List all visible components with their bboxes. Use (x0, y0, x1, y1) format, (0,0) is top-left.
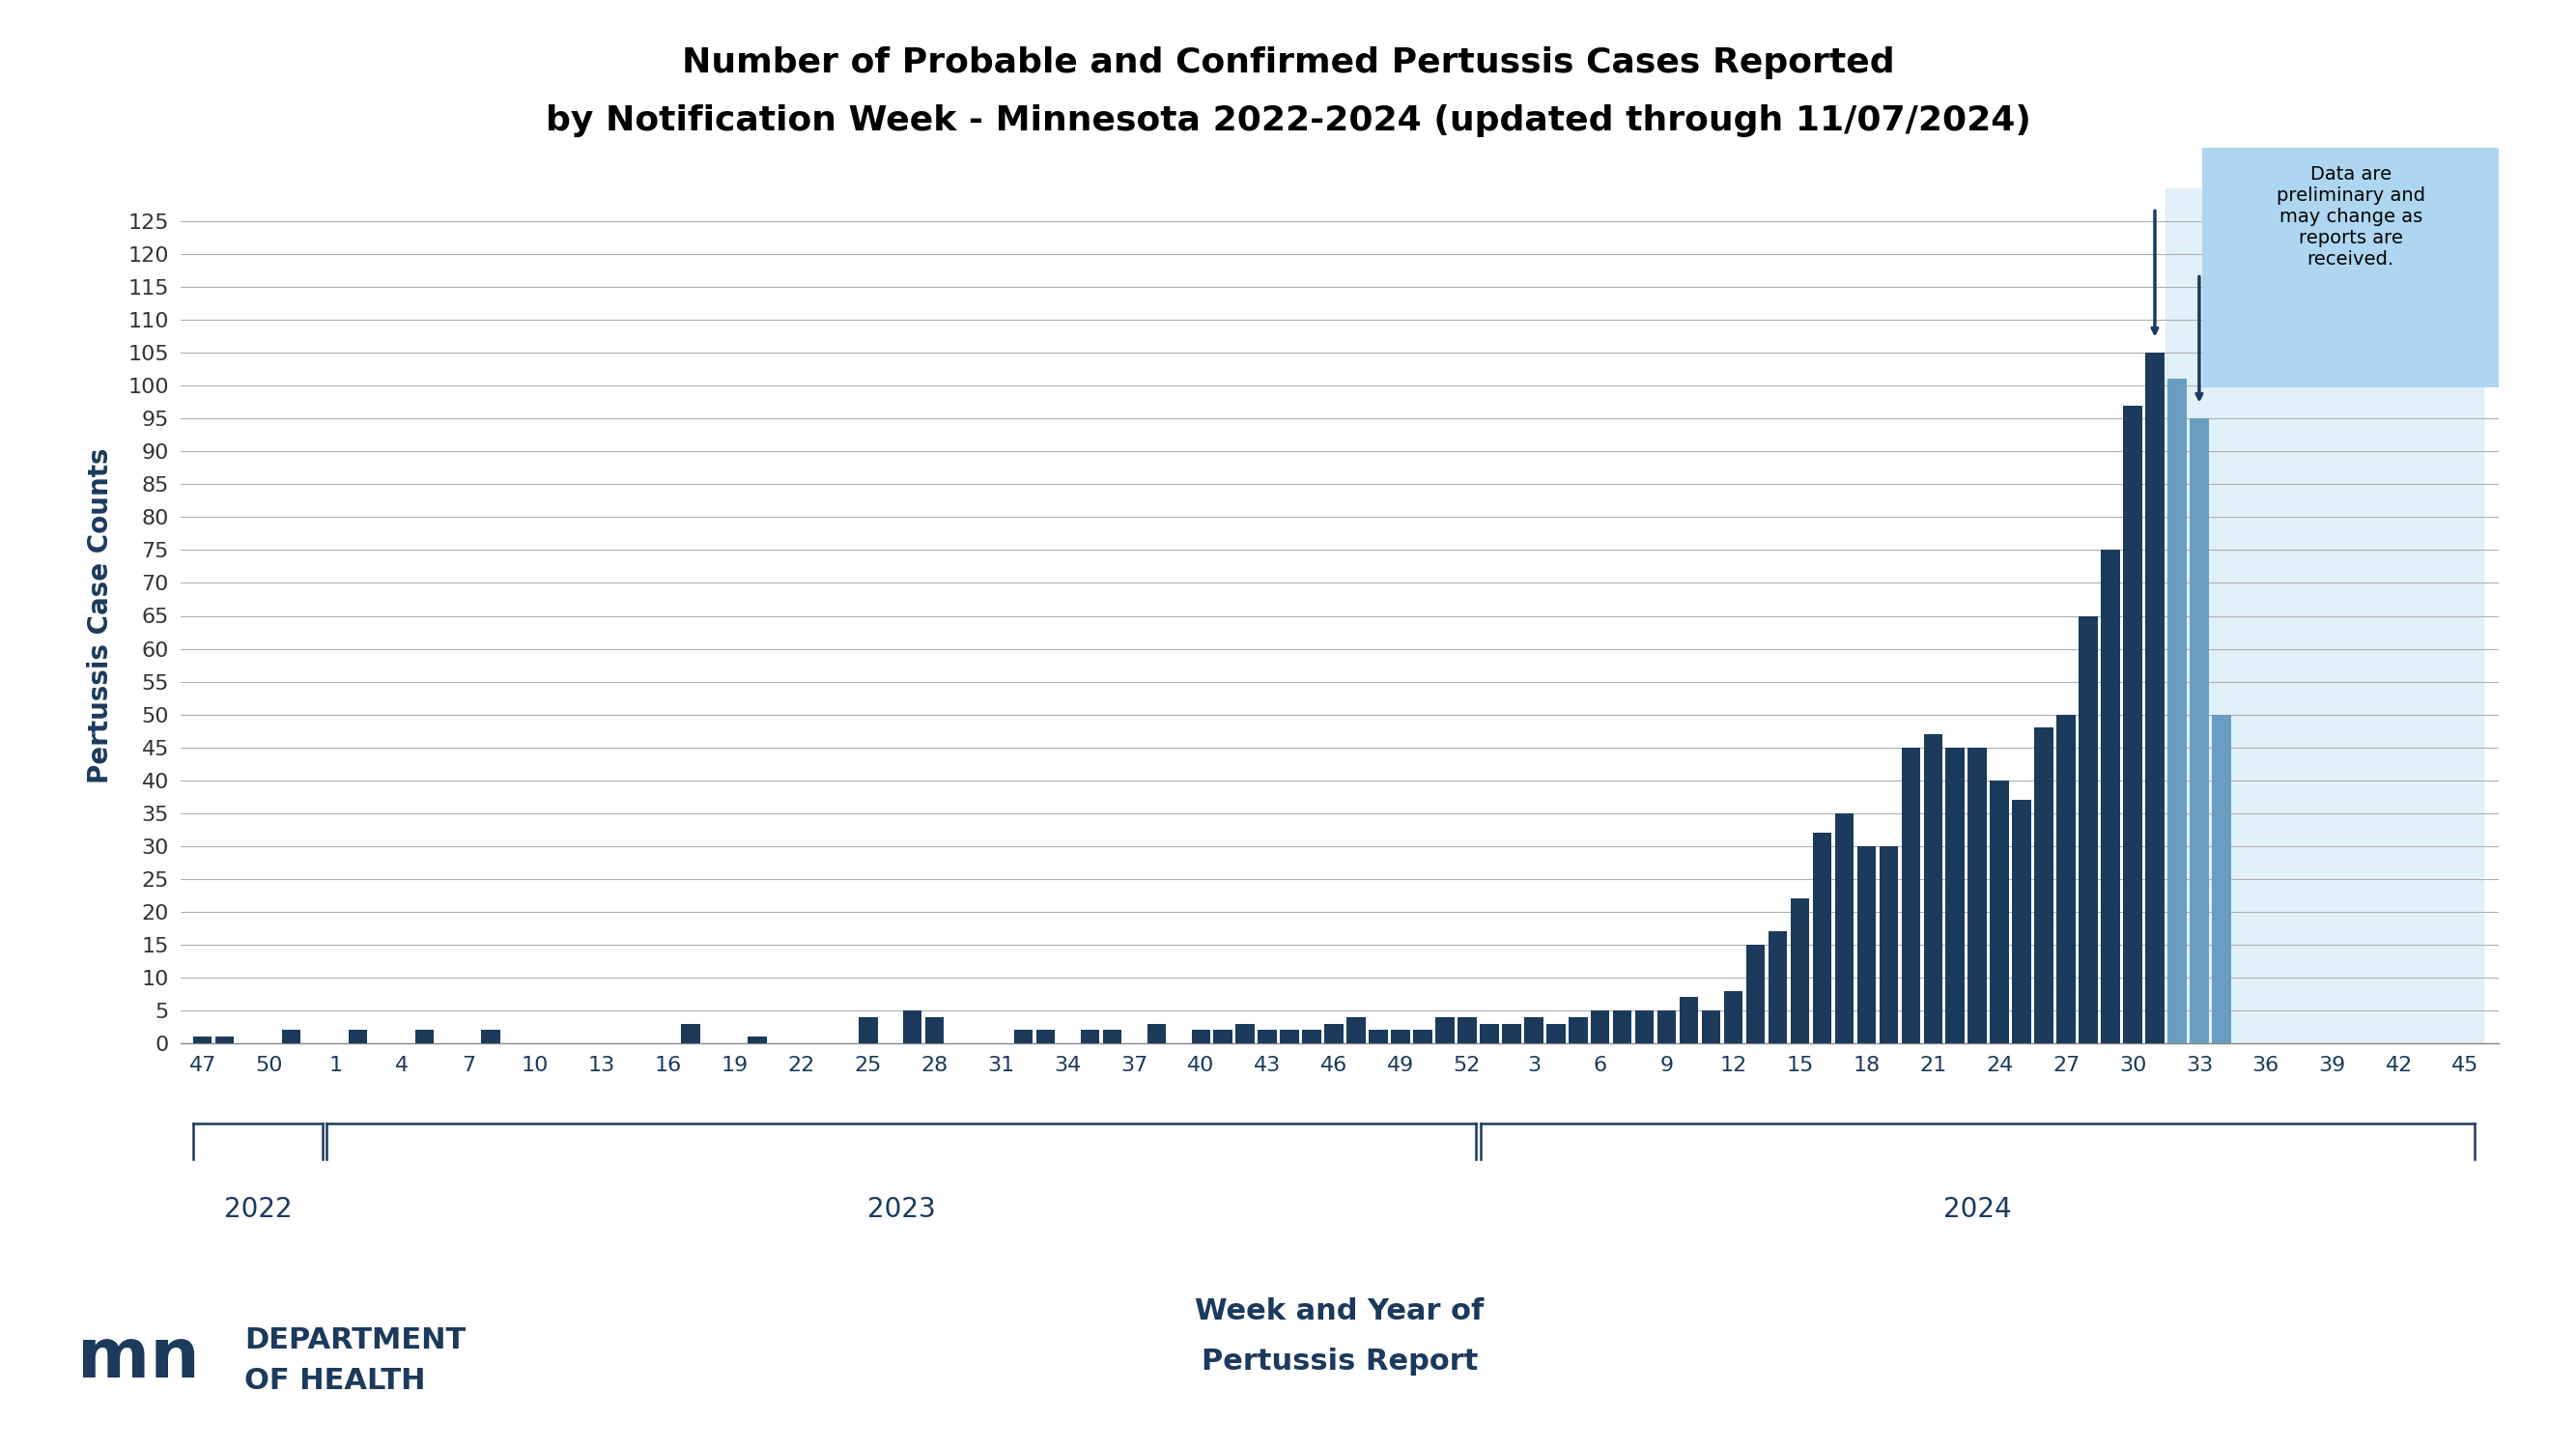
Bar (1236, 1023, 1255, 1043)
Bar (1525, 1017, 1543, 1043)
Bar (1146, 1023, 1167, 1043)
Bar (1723, 991, 1744, 1043)
Bar (1036, 1030, 1056, 1043)
Bar (1193, 1030, 1211, 1043)
Bar (1857, 846, 1875, 1043)
Bar (2213, 714, 2231, 1043)
Bar (193, 1036, 211, 1043)
Bar (2190, 419, 2208, 1043)
Y-axis label: Pertussis Case Counts: Pertussis Case Counts (88, 448, 113, 784)
Bar (1680, 997, 1698, 1043)
Bar (1079, 1030, 1100, 1043)
Bar (2102, 551, 2120, 1043)
Bar (1303, 1030, 1321, 1043)
Bar (1613, 1010, 1631, 1043)
Bar (925, 1017, 943, 1043)
Text: Data are
preliminary and
may change as
reports are
received.: Data are preliminary and may change as r… (2277, 165, 2424, 268)
Bar (1656, 1010, 1677, 1043)
Bar (1878, 846, 1899, 1043)
Bar (1015, 1030, 1033, 1043)
Bar (1213, 1030, 1231, 1043)
Bar (1414, 1030, 1432, 1043)
Bar (1767, 932, 1788, 1043)
Bar (2123, 406, 2143, 1043)
Bar (1502, 1023, 1520, 1043)
Bar (1924, 735, 1942, 1043)
Bar (1257, 1030, 1278, 1043)
Bar (1703, 1010, 1721, 1043)
Bar (1901, 748, 1919, 1043)
Bar (1347, 1017, 1365, 1043)
Bar (1814, 833, 1832, 1043)
Bar (1391, 1030, 1409, 1043)
Bar (415, 1030, 433, 1043)
Bar (1280, 1030, 1298, 1043)
Text: 2024: 2024 (1942, 1195, 2012, 1223)
Bar (1968, 748, 1986, 1043)
Bar (747, 1036, 768, 1043)
Text: DEPARTMENT
OF HEALTH: DEPARTMENT OF HEALTH (245, 1326, 466, 1395)
Bar (1636, 1010, 1654, 1043)
Text: 2023: 2023 (868, 1195, 935, 1223)
Text: Number of Probable and Confirmed Pertussis Cases Reported: Number of Probable and Confirmed Pertuss… (683, 46, 1893, 80)
Bar (2035, 727, 2053, 1043)
Bar (1790, 898, 1808, 1043)
Bar (2079, 616, 2097, 1043)
Bar (1546, 1023, 1566, 1043)
Text: by Notification Week - Minnesota 2022-2024 (updated through 11/07/2024): by Notification Week - Minnesota 2022-20… (546, 104, 2030, 138)
Bar (1945, 748, 1965, 1043)
Bar (2012, 800, 2030, 1043)
Bar (482, 1030, 500, 1043)
Bar (1592, 1010, 1610, 1043)
Bar (1747, 945, 1765, 1043)
Bar (348, 1030, 368, 1043)
Bar (1435, 1017, 1455, 1043)
Bar (2166, 380, 2187, 1043)
Bar (1103, 1030, 1121, 1043)
Bar (1834, 813, 1855, 1043)
Bar (216, 1036, 234, 1043)
Bar (1479, 1023, 1499, 1043)
Bar (680, 1023, 701, 1043)
Bar (2056, 714, 2076, 1043)
Bar (1324, 1023, 1345, 1043)
Bar (904, 1010, 922, 1043)
Bar (1368, 1030, 1388, 1043)
Bar (1569, 1017, 1587, 1043)
Text: mn: mn (77, 1326, 201, 1392)
Text: 2022: 2022 (224, 1195, 291, 1223)
Bar (2146, 352, 2164, 1043)
Bar (1458, 1017, 1476, 1043)
Bar (281, 1030, 301, 1043)
Bar (2166, 188, 2483, 1043)
Bar (1991, 780, 2009, 1043)
Text: Week and Year of
Pertussis Report: Week and Year of Pertussis Report (1195, 1297, 1484, 1375)
Bar (858, 1017, 878, 1043)
